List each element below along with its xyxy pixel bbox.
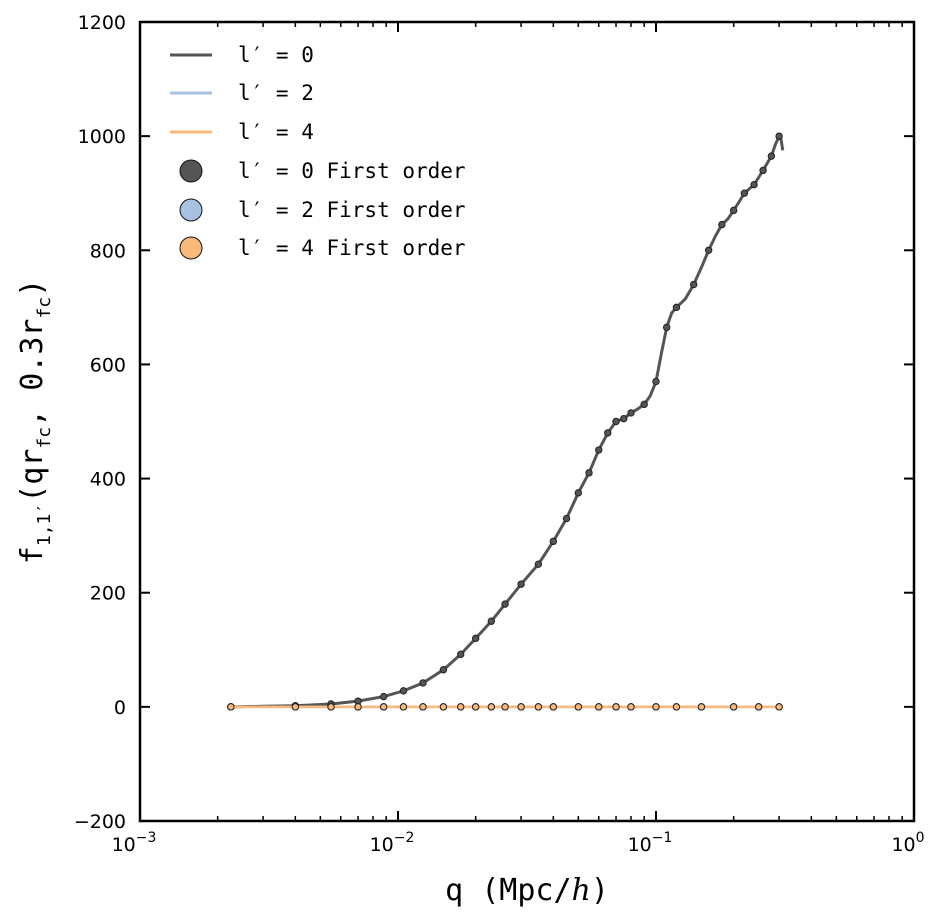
- data-point: [419, 679, 427, 687]
- data-point: [457, 650, 465, 659]
- data-point: [501, 703, 509, 711]
- y-tick-label: 400: [90, 469, 126, 491]
- data-point: [379, 692, 388, 701]
- data-point: [604, 429, 612, 437]
- data-point: [457, 703, 465, 711]
- ticks-layer: 10−3 10−2 10−1 100 −200 0 200 400 600 800 1000 1200: [74, 12, 925, 856]
- data-point: [534, 703, 543, 711]
- data-point: [549, 537, 558, 546]
- legend-marker-swatch: [179, 236, 203, 260]
- data-point: [517, 703, 525, 711]
- legend-entry-label: l′ = 4 First order: [238, 236, 466, 260]
- data-point: [767, 152, 776, 160]
- data-point: [750, 180, 758, 189]
- data-point: [627, 409, 635, 417]
- data-point: [487, 617, 496, 625]
- y-tick-label: 0: [114, 697, 126, 719]
- y-axis-label: f1,1′(qrfc, 0.3rfc): [15, 279, 55, 564]
- data-point: [612, 417, 620, 426]
- data-point: [471, 634, 480, 643]
- data-point: [697, 703, 706, 711]
- data-point: [620, 414, 628, 423]
- data-point: [419, 703, 427, 711]
- data-point: [740, 189, 749, 197]
- data-point: [574, 703, 583, 711]
- legend-entry-label: l′ = 4: [238, 120, 314, 144]
- data-point: [754, 703, 763, 711]
- data-point: [327, 703, 335, 711]
- data-point: [595, 703, 603, 711]
- data-point: [690, 280, 698, 289]
- plot-area: [227, 132, 785, 711]
- data-point: [399, 703, 408, 711]
- y-tick-label: 200: [90, 583, 126, 605]
- y-tick-label: 1200: [78, 12, 126, 34]
- data-point: [517, 580, 525, 588]
- series-layer: [227, 132, 785, 711]
- y-tick-label: 600: [90, 354, 126, 376]
- data-point: [534, 560, 543, 568]
- data-point: [627, 703, 635, 711]
- legend-marker-swatch: [179, 198, 203, 222]
- data-point: [487, 703, 496, 711]
- data-point: [439, 666, 448, 674]
- x-axis-label: q (Mpc/h): [445, 873, 609, 908]
- data-point: [562, 514, 571, 523]
- data-point: [718, 220, 726, 229]
- data-point: [354, 703, 362, 711]
- x-tick-label: 10−2: [370, 830, 415, 856]
- legend-entry-label: l′ = 2 First order: [238, 198, 466, 222]
- data-point: [775, 703, 783, 711]
- legend-entry-label: l′ = 0 First order: [238, 159, 466, 183]
- data-point: [399, 687, 408, 695]
- data-point: [595, 446, 603, 454]
- legend-entry-label: l′ = 2: [238, 81, 314, 105]
- data-point: [759, 166, 767, 175]
- data-point: [291, 703, 300, 711]
- data-point: [379, 703, 388, 711]
- data-point: [652, 377, 660, 386]
- y-tick-label: 1000: [78, 126, 126, 148]
- legend-entry-label: l′ = 0: [238, 43, 314, 67]
- data-point: [471, 703, 480, 711]
- data-point: [501, 600, 509, 608]
- data-point: [612, 703, 620, 711]
- data-point: [549, 703, 558, 711]
- x-tick-label: 10−3: [112, 830, 157, 856]
- data-point: [640, 400, 648, 409]
- data-point: [729, 206, 738, 215]
- data-point: [439, 703, 448, 711]
- data-point: [574, 489, 583, 497]
- data-point: [704, 246, 713, 254]
- x-tick-label: 10−1: [628, 830, 673, 856]
- legend: l′ = 0 l′ = 2 l′ = 4 l′ = 0 First order l′ =…: [170, 43, 466, 260]
- x-tick-label: 100: [891, 830, 924, 856]
- data-point: [672, 703, 681, 711]
- y-tick-label: −200: [74, 811, 126, 833]
- data-point: [662, 323, 671, 332]
- data-point: [585, 469, 593, 477]
- data-point: [672, 303, 681, 312]
- y-tick-label: 800: [90, 240, 126, 262]
- data-point: [227, 703, 235, 711]
- data-point: [729, 703, 738, 711]
- data-point: [652, 703, 660, 711]
- legend-marker-swatch: [179, 159, 203, 183]
- plot-frame: [138, 20, 916, 823]
- data-point: [775, 132, 783, 140]
